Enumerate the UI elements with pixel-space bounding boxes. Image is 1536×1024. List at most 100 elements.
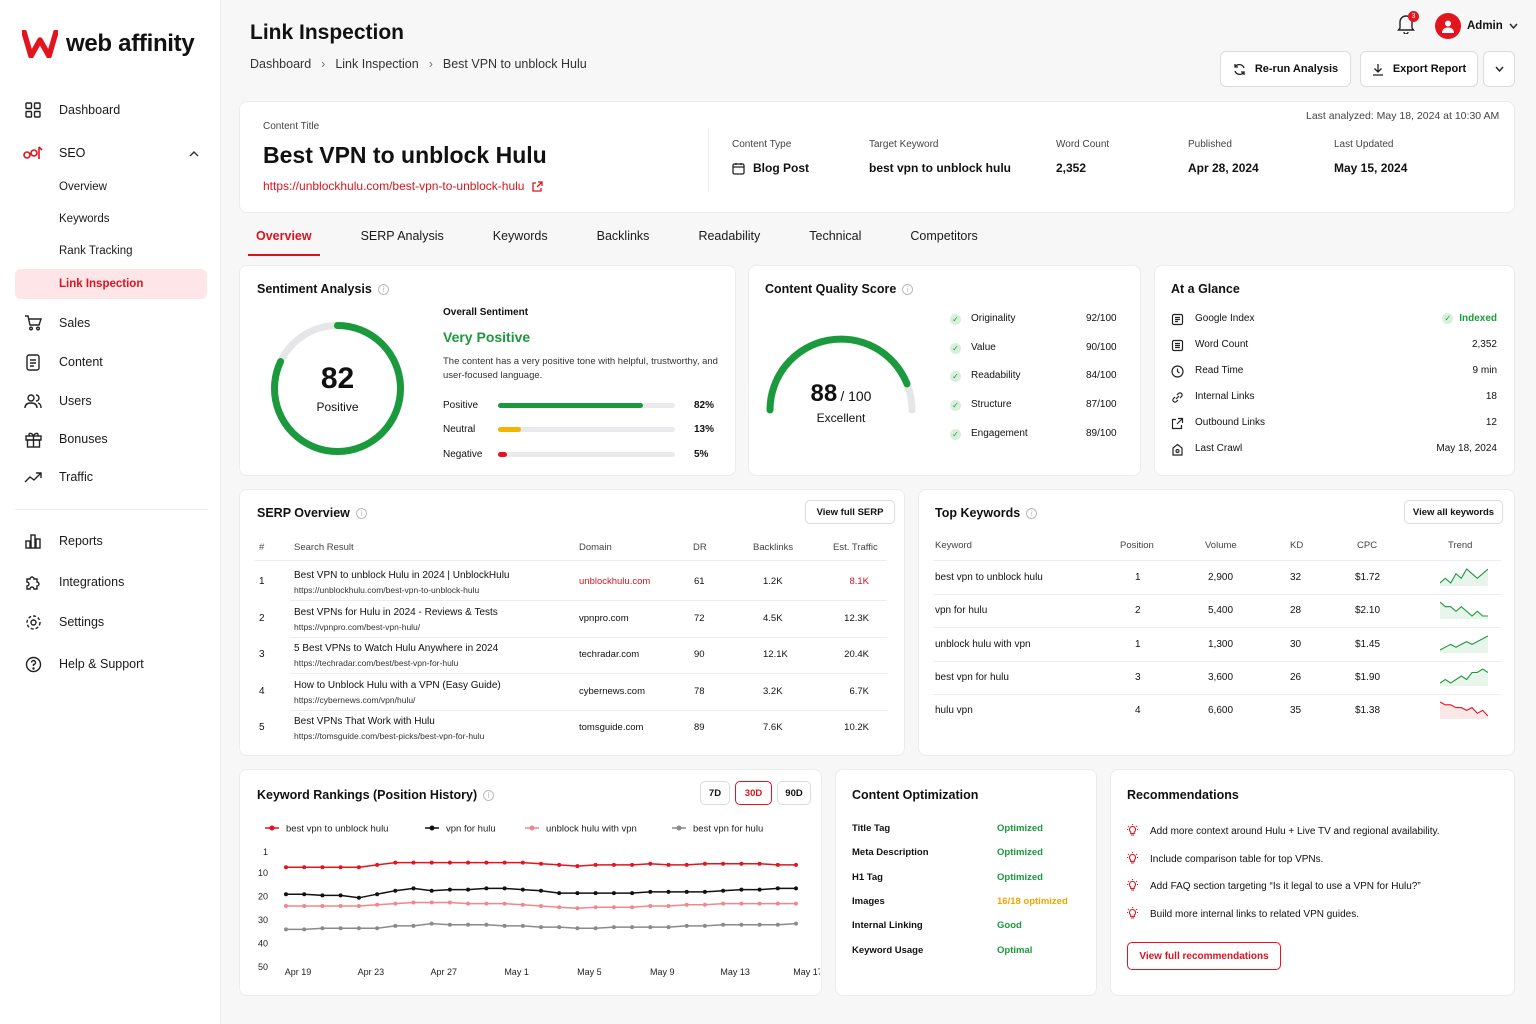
data-point[interactable] (393, 901, 398, 906)
data-point[interactable] (429, 888, 434, 893)
data-point[interactable] (739, 901, 744, 906)
info-icon[interactable]: i (902, 283, 914, 295)
sidebar-item-seo[interactable]: SEO (15, 138, 207, 168)
data-point[interactable] (611, 905, 616, 910)
range-7d-button[interactable]: 7D (700, 781, 730, 805)
recommendation-item[interactable]: Include comparison table for top VPNs. (1127, 851, 1323, 867)
data-point[interactable] (284, 904, 288, 908)
data-point[interactable] (375, 902, 380, 907)
export-options-button[interactable] (1483, 51, 1515, 87)
data-point[interactable] (684, 923, 689, 928)
range-90d-button[interactable]: 90D (777, 781, 811, 805)
data-point[interactable] (775, 862, 780, 867)
data-point[interactable] (721, 901, 726, 906)
sidebar-item-traffic[interactable]: Traffic (15, 462, 207, 492)
brand-logo[interactable]: web affinity (22, 30, 195, 58)
data-point[interactable] (593, 926, 598, 931)
data-point[interactable] (356, 865, 361, 870)
chevron-up-icon[interactable] (189, 146, 199, 160)
data-point[interactable] (611, 862, 616, 867)
data-point[interactable] (630, 862, 635, 867)
data-point[interactable] (775, 901, 780, 906)
data-point[interactable] (630, 891, 635, 896)
data-point[interactable] (429, 860, 434, 865)
tab-backlinks[interactable]: Backlinks (596, 229, 650, 243)
range-30d-button[interactable]: 30D (735, 781, 772, 805)
sidebar-item-settings[interactable]: Settings (15, 607, 207, 637)
data-point[interactable] (702, 861, 707, 866)
data-point[interactable] (411, 860, 416, 865)
tab-serp-analysis[interactable]: SERP Analysis (360, 229, 444, 243)
legend-item[interactable]: best vpn for hulu (672, 824, 763, 835)
data-point[interactable] (356, 926, 361, 931)
data-point[interactable] (593, 905, 598, 910)
breadcrumb-link[interactable]: Link Inspection (335, 57, 419, 71)
data-point[interactable] (447, 900, 452, 905)
data-point[interactable] (411, 886, 416, 891)
data-point[interactable] (702, 889, 707, 894)
data-point[interactable] (447, 922, 452, 927)
sidebar-item-rank-tracking[interactable]: Rank Tracking (15, 236, 207, 266)
data-point[interactable] (484, 886, 489, 891)
data-point[interactable] (484, 901, 489, 906)
breadcrumb-link[interactable]: Dashboard (250, 57, 312, 71)
legend-item[interactable]: unblock hulu with vpn (525, 824, 637, 835)
data-point[interactable] (320, 865, 325, 870)
sidebar-item-dashboard[interactable]: Dashboard (15, 95, 207, 125)
data-point[interactable] (338, 893, 343, 898)
recommendation-item[interactable]: Add more context around Hulu + Live TV a… (1127, 824, 1440, 839)
serp-result-title[interactable]: Best VPNs for Hulu in 2024 - Reviews & T… (294, 606, 498, 618)
notifications-button[interactable]: 3 (1397, 11, 1419, 36)
export-report-button[interactable]: Export Report (1360, 51, 1478, 87)
data-point[interactable] (520, 902, 525, 907)
sidebar-item-overview[interactable]: Overview (15, 172, 207, 202)
sidebar-item-integrations[interactable]: Integrations (15, 567, 207, 597)
data-point[interactable] (666, 904, 671, 908)
data-point[interactable] (338, 926, 343, 931)
data-point[interactable] (702, 902, 707, 907)
data-point[interactable] (648, 861, 653, 866)
data-point[interactable] (466, 887, 471, 892)
data-point[interactable] (575, 864, 580, 869)
keyword-text[interactable]: hulu vpn (935, 705, 973, 717)
sidebar-item-help[interactable]: Help & Support (15, 649, 207, 679)
data-point[interactable] (648, 904, 653, 908)
data-point[interactable] (502, 923, 507, 928)
data-point[interactable] (575, 926, 580, 931)
data-point[interactable] (284, 865, 288, 870)
keyword-text[interactable]: best vpn for hulu (935, 671, 1009, 683)
data-point[interactable] (757, 861, 762, 866)
tab-competitors[interactable]: Competitors (910, 229, 978, 243)
info-icon[interactable]: i (355, 507, 367, 519)
info-icon[interactable]: i (377, 283, 389, 295)
data-point[interactable] (356, 904, 361, 908)
data-point[interactable] (630, 925, 635, 930)
data-point[interactable] (757, 887, 762, 892)
tab-technical[interactable]: Technical (809, 229, 862, 243)
sidebar-item-content[interactable]: Content (15, 347, 207, 377)
data-point[interactable] (721, 861, 726, 866)
data-point[interactable] (539, 904, 543, 908)
data-point[interactable] (557, 925, 562, 930)
tab-overview[interactable]: Overview (248, 224, 320, 256)
sidebar-item-sales[interactable]: Sales (15, 308, 207, 338)
sidebar-item-reports[interactable]: Reports (15, 526, 207, 556)
info-icon[interactable]: i (483, 789, 495, 801)
data-point[interactable] (393, 923, 398, 928)
info-icon[interactable]: i (1026, 507, 1038, 519)
data-point[interactable] (721, 922, 726, 927)
legend-item[interactable]: vpn for hulu (425, 824, 496, 835)
data-point[interactable] (284, 927, 288, 932)
data-point[interactable] (393, 888, 398, 893)
data-point[interactable] (338, 865, 343, 870)
data-point[interactable] (466, 901, 471, 906)
data-point[interactable] (447, 887, 452, 892)
data-point[interactable] (575, 906, 580, 911)
data-point[interactable] (302, 892, 307, 897)
data-point[interactable] (794, 901, 798, 906)
data-point[interactable] (666, 925, 671, 930)
tab-keywords[interactable]: Keywords (492, 229, 548, 243)
data-point[interactable] (447, 860, 452, 865)
data-point[interactable] (684, 889, 689, 894)
sidebar-item-keywords[interactable]: Keywords (15, 204, 207, 234)
